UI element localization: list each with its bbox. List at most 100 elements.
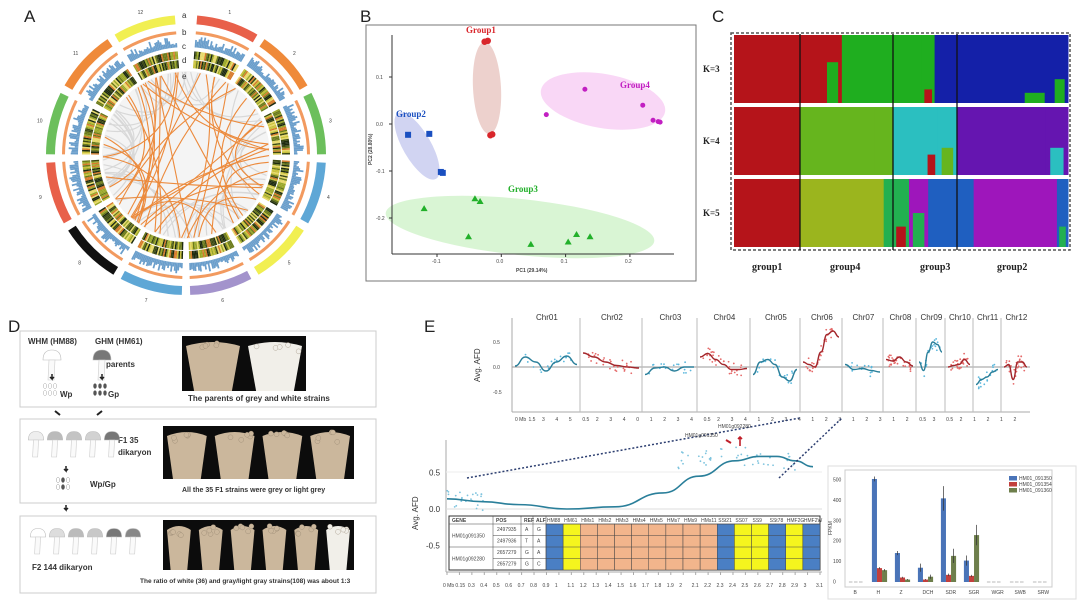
heatmap-cell bbox=[278, 126, 287, 131]
heatmap-cell bbox=[272, 108, 280, 114]
mushroom-cap bbox=[202, 343, 209, 349]
density-bar bbox=[246, 243, 253, 253]
afd-trend-line bbox=[975, 368, 999, 386]
density-bar bbox=[287, 191, 294, 196]
heatmap-cell bbox=[116, 214, 124, 221]
heatmap-cell bbox=[258, 201, 266, 208]
density-bar bbox=[255, 65, 263, 74]
x-tick-label: 2.8 bbox=[779, 583, 786, 589]
heatmap-cell bbox=[261, 90, 269, 97]
afd-point bbox=[685, 371, 687, 374]
ancestry-minor-block bbox=[1050, 147, 1064, 175]
density-bar bbox=[173, 44, 176, 48]
afd-point bbox=[609, 359, 611, 361]
afd-point bbox=[787, 381, 790, 384]
heatmap-cell bbox=[92, 167, 101, 171]
grey-link bbox=[103, 146, 132, 182]
heatmap-cell bbox=[91, 151, 100, 154]
afd-point bbox=[787, 452, 790, 455]
gc-track-arc bbox=[122, 31, 177, 51]
afd-point bbox=[704, 452, 707, 455]
heatmap-cell bbox=[265, 115, 273, 120]
afd-point bbox=[707, 347, 710, 350]
chromosome-arc-9 bbox=[46, 162, 72, 224]
x-tick-label: DCH bbox=[923, 590, 934, 596]
heatmap-cell bbox=[92, 137, 101, 141]
orange-link bbox=[130, 85, 155, 218]
heatmap-cell bbox=[251, 211, 259, 218]
afd-point bbox=[744, 446, 747, 449]
afd-point bbox=[791, 370, 793, 373]
mushroom-cluster bbox=[294, 526, 319, 570]
gc-track-arc bbox=[189, 262, 244, 279]
heatmap-cell bbox=[162, 62, 167, 71]
density-bar bbox=[78, 122, 83, 126]
heatmap-cell bbox=[216, 235, 222, 244]
afd-point bbox=[593, 354, 596, 357]
grey-link bbox=[239, 131, 266, 189]
density-bar bbox=[221, 256, 225, 261]
density-bar bbox=[283, 198, 295, 205]
mushroom-cap bbox=[295, 531, 302, 537]
heatmap-cell bbox=[245, 217, 253, 225]
density-bar bbox=[167, 261, 170, 269]
density-bar bbox=[268, 223, 274, 229]
afd-point bbox=[985, 371, 988, 374]
mushroom-cluster bbox=[310, 432, 350, 479]
afd-point bbox=[769, 358, 772, 361]
grey-link bbox=[197, 203, 241, 238]
heatmap-cell bbox=[272, 166, 281, 169]
legend-label: HM01_091360 bbox=[1019, 488, 1052, 494]
x-tick-label: 2 bbox=[663, 417, 666, 423]
density-bar bbox=[76, 183, 83, 187]
heatmap-cell bbox=[145, 68, 150, 77]
heatmap-cell bbox=[272, 153, 281, 155]
x-tick-label: 1 bbox=[973, 417, 976, 423]
chromosome-label: 6 bbox=[221, 298, 224, 304]
heatmap-cell bbox=[82, 152, 91, 155]
heatmap-cell bbox=[153, 246, 158, 255]
down-arrow-icon bbox=[63, 466, 69, 473]
afd-point bbox=[758, 366, 761, 369]
heatmap-cell bbox=[175, 241, 179, 250]
heatmap-cell bbox=[153, 55, 157, 64]
heatmap-cell bbox=[199, 52, 203, 61]
heatmap-cell bbox=[123, 82, 130, 90]
afd-trend-line bbox=[918, 341, 943, 372]
heatmap-cell bbox=[162, 248, 166, 257]
f2-mushroom-icon-stem bbox=[110, 536, 117, 555]
afd-point bbox=[480, 493, 483, 496]
heatmap-cell bbox=[93, 199, 102, 205]
heatmap-cell bbox=[120, 73, 127, 81]
density-bar bbox=[288, 186, 294, 190]
density-bar bbox=[109, 68, 116, 75]
heatmap-cell bbox=[272, 151, 281, 154]
density-bar bbox=[203, 261, 208, 270]
afd-point bbox=[476, 494, 479, 496]
density-bar bbox=[195, 262, 198, 267]
heatmap-cell bbox=[91, 163, 100, 166]
afd-point bbox=[888, 354, 891, 357]
density-bar bbox=[269, 222, 273, 226]
afd-point bbox=[672, 364, 675, 367]
afd-point bbox=[711, 361, 714, 363]
y-tick-label: 500 bbox=[833, 478, 842, 484]
density-bar bbox=[264, 227, 271, 234]
grey-link bbox=[105, 172, 177, 238]
heatmap-cell bbox=[240, 80, 247, 88]
density-bar bbox=[68, 134, 80, 139]
heatmap-cell bbox=[160, 53, 164, 62]
heatmap-cell bbox=[269, 200, 278, 206]
heatmap-cell bbox=[84, 129, 93, 133]
mushroom-cluster bbox=[198, 526, 223, 570]
heatmap-cell bbox=[159, 54, 163, 63]
density-bar bbox=[225, 254, 230, 261]
heatmap-cell bbox=[135, 228, 141, 237]
heatmap-cell bbox=[173, 241, 176, 250]
density-bar bbox=[108, 64, 117, 74]
heatmap-cell bbox=[258, 216, 267, 223]
grey-link bbox=[115, 73, 169, 117]
heatmap-cell bbox=[172, 51, 176, 60]
heatmap-cell bbox=[192, 241, 195, 250]
grey-mushroom-icon bbox=[92, 349, 112, 361]
